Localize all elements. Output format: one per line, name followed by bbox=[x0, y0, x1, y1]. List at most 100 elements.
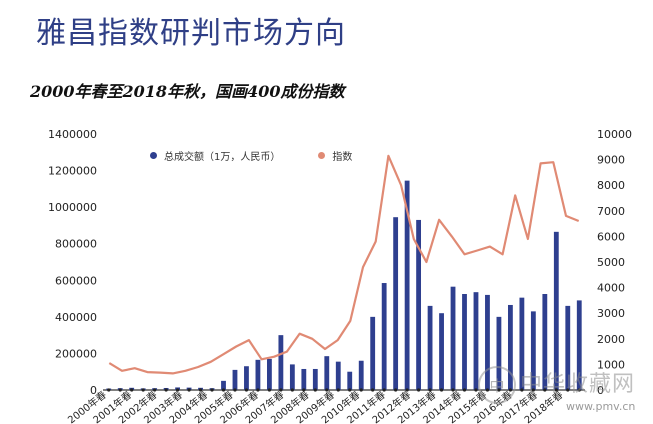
y-left-tick-label: 1200000 bbox=[48, 165, 97, 178]
bar bbox=[416, 219, 422, 390]
bar-baseline-dot bbox=[141, 388, 145, 392]
y-right-tick-label: 9000 bbox=[597, 154, 625, 167]
y-right-tick-label: 1000 bbox=[597, 358, 625, 371]
y-left-tick-label: 800000 bbox=[55, 238, 97, 251]
watermark-logo: 中 bbox=[478, 366, 516, 404]
bar bbox=[519, 297, 525, 390]
y-right-tick-label: 2000 bbox=[597, 333, 625, 346]
y-left-tick-label: 600000 bbox=[55, 274, 97, 287]
bar bbox=[462, 294, 467, 390]
bar-baseline-dot bbox=[359, 388, 363, 392]
bar-baseline-dot bbox=[462, 388, 467, 392]
index-line bbox=[108, 154, 580, 375]
y-right-tick-label: 3000 bbox=[597, 307, 625, 320]
bar bbox=[255, 359, 261, 390]
bar-baseline-dot bbox=[175, 388, 180, 392]
bar-baseline-dot bbox=[336, 388, 340, 392]
bar-baseline-dot bbox=[405, 388, 409, 392]
bar-baseline-dot bbox=[267, 388, 272, 392]
bar bbox=[576, 300, 582, 390]
bar bbox=[473, 292, 479, 390]
y-right-tick-label: 4000 bbox=[597, 282, 625, 295]
legend-swatch-turnover bbox=[150, 152, 157, 159]
bar bbox=[347, 371, 353, 390]
bar-baseline-dot bbox=[439, 388, 444, 392]
bar-baseline-dot bbox=[474, 388, 478, 392]
bar-baseline-dot bbox=[107, 388, 111, 392]
bar bbox=[381, 283, 387, 390]
bar-baseline-dot bbox=[279, 388, 283, 392]
legend-item-index: 指数 bbox=[318, 148, 352, 163]
bar-baseline-dot bbox=[313, 388, 317, 392]
bar bbox=[312, 368, 318, 390]
y-right-tick-label: 6000 bbox=[597, 230, 625, 243]
bar bbox=[301, 368, 307, 390]
bar-baseline-dot bbox=[290, 388, 294, 392]
bar bbox=[553, 231, 559, 390]
bar-baseline-dot bbox=[382, 388, 386, 392]
bar bbox=[358, 360, 364, 390]
y-left-tick-label: 1000000 bbox=[48, 201, 97, 214]
bar bbox=[244, 366, 249, 390]
bar bbox=[496, 316, 502, 390]
legend-item-turnover: 总成交额（1万，人民币） bbox=[150, 148, 280, 163]
bar bbox=[335, 361, 341, 390]
page-title: 雅昌指数研判市场方向 bbox=[36, 16, 346, 51]
watermark-logo-char: 中 bbox=[489, 376, 505, 395]
bar bbox=[324, 356, 330, 390]
bar-baseline-dot bbox=[153, 388, 157, 392]
bar bbox=[289, 364, 295, 390]
bar-baseline-dot bbox=[130, 388, 134, 392]
y-right-tick-label: 5000 bbox=[597, 256, 625, 269]
bar-baseline-dot bbox=[256, 388, 260, 392]
bar bbox=[542, 294, 548, 390]
y-left-tick-label: 1400000 bbox=[48, 128, 97, 141]
bar-baseline-dot bbox=[371, 388, 375, 392]
bar-baseline-dot bbox=[187, 388, 191, 392]
bar-baseline-dot bbox=[566, 388, 570, 392]
bar-baseline-dot bbox=[577, 388, 581, 392]
bar-baseline-dot bbox=[164, 388, 168, 392]
bar bbox=[439, 313, 444, 390]
bar-baseline-dot bbox=[348, 388, 352, 392]
watermark-text: 中华收藏网 bbox=[520, 372, 636, 397]
legend-swatch-index bbox=[318, 152, 326, 159]
bar-baseline-dot bbox=[244, 388, 249, 392]
chart-subtitle: 2000年春至2018年秋，国画400成份指数 bbox=[30, 82, 345, 101]
y-right-tick-label: 0 bbox=[597, 384, 604, 397]
y-right-tick-label: 7000 bbox=[597, 205, 625, 218]
bar-baseline-dot bbox=[210, 388, 214, 392]
bar-baseline-dot bbox=[451, 388, 455, 392]
bar bbox=[393, 217, 399, 390]
bar-baseline-dot bbox=[416, 388, 421, 392]
bar bbox=[221, 380, 226, 390]
bar-baseline-dot bbox=[221, 388, 226, 392]
bar bbox=[485, 294, 490, 390]
y-right-tick-label: 10000 bbox=[597, 128, 632, 141]
bar bbox=[450, 286, 456, 390]
bar bbox=[232, 369, 238, 390]
y-left-tick-label: 400000 bbox=[55, 311, 97, 324]
y-left-tick-label: 200000 bbox=[55, 347, 97, 360]
bar-baseline-dot bbox=[520, 388, 524, 392]
legend-label-turnover: 总成交额（1万，人民币） bbox=[164, 152, 281, 163]
bar-baseline-dot bbox=[543, 388, 547, 392]
bar-baseline-dot bbox=[325, 388, 329, 392]
chart-legend: 总成交额（1万，人民币） 指数 bbox=[150, 148, 390, 163]
bar bbox=[565, 305, 571, 390]
y-left-tick-label: 0 bbox=[90, 384, 97, 397]
y-right-tick-label: 8000 bbox=[597, 179, 625, 192]
bar-baseline-dot bbox=[198, 388, 203, 392]
bar-baseline-dot bbox=[531, 388, 535, 392]
bar bbox=[370, 316, 376, 390]
watermark-url: www.pmv.cn bbox=[566, 400, 636, 413]
bar bbox=[404, 180, 410, 390]
bar-baseline-dot bbox=[118, 388, 122, 392]
bar bbox=[278, 335, 284, 390]
bar-baseline-dot bbox=[394, 388, 398, 392]
legend-label-index: 指数 bbox=[332, 152, 353, 163]
bar-baseline-dot bbox=[554, 388, 558, 392]
bar-baseline-dot bbox=[233, 388, 237, 392]
bar bbox=[427, 305, 433, 390]
